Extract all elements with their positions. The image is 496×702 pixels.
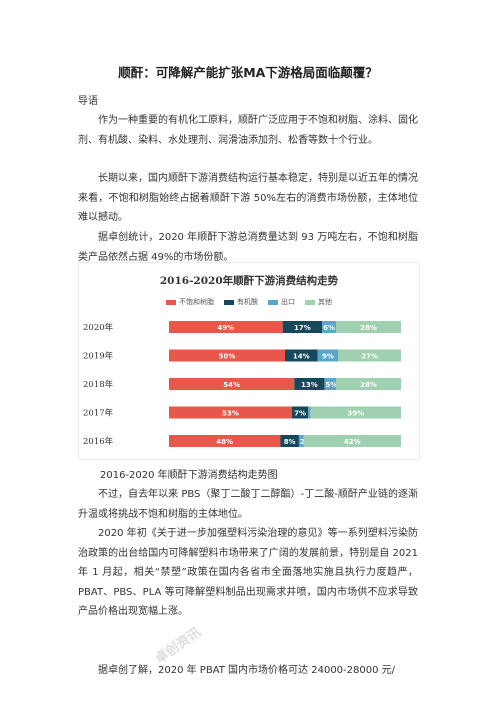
bar-segment	[169, 435, 281, 447]
legend-swatch	[305, 299, 315, 305]
bar-segment	[169, 378, 295, 390]
data-label: 49%	[217, 324, 234, 332]
bar-segment	[291, 406, 309, 419]
data-label: 17%	[294, 324, 311, 332]
data-label: 50%	[219, 353, 236, 361]
data-label: 13%	[301, 381, 318, 389]
legend-swatch	[224, 299, 234, 305]
legend-item: 其他	[305, 297, 332, 307]
bar-segment	[310, 406, 401, 419]
data-label: 39%	[347, 410, 364, 418]
legend-label: 有机酸	[237, 298, 258, 306]
consumption-paragraph: 长期以来，国内顺酐下游消费结构运行基本稳定，特别是以近五年的情况来看，不饱和树脂…	[78, 173, 418, 223]
data-label: 54%	[223, 381, 240, 389]
bar-segment	[285, 349, 318, 362]
legend-label: 出口	[281, 298, 295, 306]
legend-label: 其他	[318, 298, 332, 306]
bar-segment	[282, 321, 323, 333]
statistics-paragraph: 据卓创统计，2020 年顺酐下游总消费量达到 93 万吨左右，不饱和树脂类产品依…	[78, 232, 418, 263]
data-label: 9%	[322, 353, 334, 361]
data-label: 8%	[284, 438, 296, 446]
price-paragraph: 据卓创了解，2020 年 PBAT 国内市场价格可达 24000-28000 元…	[98, 665, 396, 676]
bar-segment	[169, 406, 292, 419]
section-label: 导语	[78, 96, 98, 107]
chart-caption: 2016-2020 年顺酐下游消费结构走势图	[100, 470, 278, 481]
data-label: 27%	[361, 353, 378, 361]
bar-segment	[280, 435, 299, 447]
bar-segment	[294, 378, 325, 390]
policy-paragraph: 2020 年初《关于进一步加强塑料污染治理的意见》等一系列塑料污染防治政策的出台…	[78, 528, 418, 617]
chart-legend: 不饱和树脂 有机酸 出口 其他	[79, 297, 419, 307]
bar-segment	[308, 406, 311, 419]
bar-segment	[336, 321, 401, 333]
bar-segment	[322, 321, 337, 333]
bar-segment	[169, 321, 283, 333]
data-label: 7%	[294, 410, 306, 418]
bar-segment	[303, 435, 401, 447]
category-label: 2018年	[83, 379, 114, 390]
data-label: 28%	[360, 324, 377, 332]
bar-segment	[336, 378, 401, 390]
legend-swatch	[268, 299, 278, 305]
data-label: 14%	[293, 353, 310, 361]
data-label: 28%	[360, 381, 377, 389]
legend-label: 不饱和树脂	[179, 298, 214, 306]
article-title: 顺酐：可降解产能扩张MA下游格局面临颠覆？	[118, 65, 378, 80]
legend-item: 不饱和树脂	[166, 297, 214, 307]
data-label: 5%	[325, 381, 337, 389]
bar-segment	[169, 349, 285, 362]
bar-segment	[298, 435, 304, 447]
legend-swatch	[166, 299, 176, 305]
legend-item: 出口	[268, 297, 295, 307]
chart-title: 2016-2020年顺酐下游消费结构走势	[159, 275, 339, 287]
legend-item: 有机酸	[224, 297, 258, 307]
intro-paragraph: 作为一种重要的有机化工原料，顺酐广泛应用于不饱和树脂、涂料、固化剂、有机酸、染料…	[78, 115, 418, 146]
stacked-bar-chart: 2020年 49% 17% 6% 28% 2019年 50% 14% 9% 27% 2018年 54%…	[83, 321, 401, 447]
bar-segment	[338, 349, 401, 362]
category-label: 2020年	[83, 322, 114, 333]
category-label: 2016年	[83, 436, 114, 447]
pbs-paragraph: 不过，自去年以来 PBS（聚丁二酸丁二醇酯）-丁二酸-顺酐产业链的逐渐升温或将挑…	[78, 489, 418, 520]
category-label: 2019年	[83, 351, 114, 362]
chart-container: 2016-2020年顺酐下游消费结构走势 不饱和树脂 有机酸 出口 其他 2020年 4…	[78, 262, 420, 667]
data-label: 48%	[216, 438, 233, 446]
bar-segment	[324, 378, 337, 390]
data-label: 53%	[222, 410, 239, 418]
category-label: 2017年	[83, 408, 114, 419]
bar-segment	[317, 349, 339, 362]
data-label: 42%	[344, 438, 361, 446]
data-label: 6%	[323, 324, 335, 332]
